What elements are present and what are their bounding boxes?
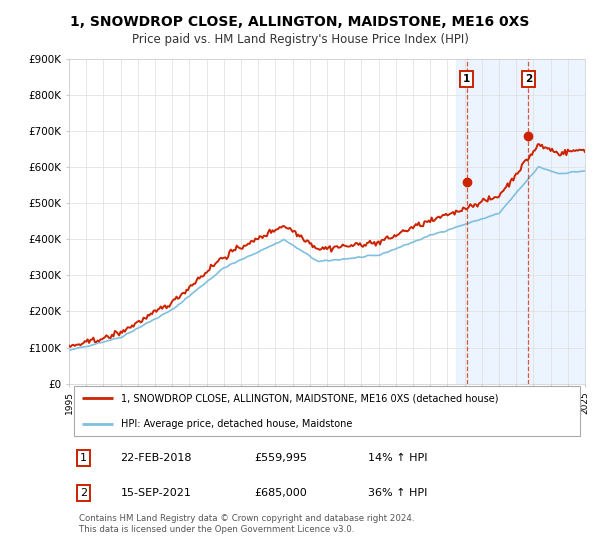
Text: 1, SNOWDROP CLOSE, ALLINGTON, MAIDSTONE, ME16 0XS: 1, SNOWDROP CLOSE, ALLINGTON, MAIDSTONE,… <box>70 15 530 29</box>
Text: Price paid vs. HM Land Registry's House Price Index (HPI): Price paid vs. HM Land Registry's House … <box>131 32 469 46</box>
Text: 1, SNOWDROP CLOSE, ALLINGTON, MAIDSTONE, ME16 0XS (detached house): 1, SNOWDROP CLOSE, ALLINGTON, MAIDSTONE,… <box>121 394 498 403</box>
FancyBboxPatch shape <box>74 386 580 436</box>
Text: 22-FEB-2018: 22-FEB-2018 <box>121 453 192 463</box>
Text: £559,995: £559,995 <box>255 453 308 463</box>
Text: 36% ↑ HPI: 36% ↑ HPI <box>368 488 428 498</box>
Text: Contains HM Land Registry data © Crown copyright and database right 2024.
This d: Contains HM Land Registry data © Crown c… <box>79 514 415 534</box>
Text: 1: 1 <box>463 74 470 83</box>
Text: 14% ↑ HPI: 14% ↑ HPI <box>368 453 428 463</box>
Text: 2: 2 <box>80 488 87 498</box>
Text: £685,000: £685,000 <box>255 488 308 498</box>
Text: 15-SEP-2021: 15-SEP-2021 <box>121 488 191 498</box>
Text: 2: 2 <box>525 74 532 83</box>
Text: 1: 1 <box>80 453 87 463</box>
Bar <box>456 59 587 384</box>
Text: HPI: Average price, detached house, Maidstone: HPI: Average price, detached house, Maid… <box>121 419 352 429</box>
